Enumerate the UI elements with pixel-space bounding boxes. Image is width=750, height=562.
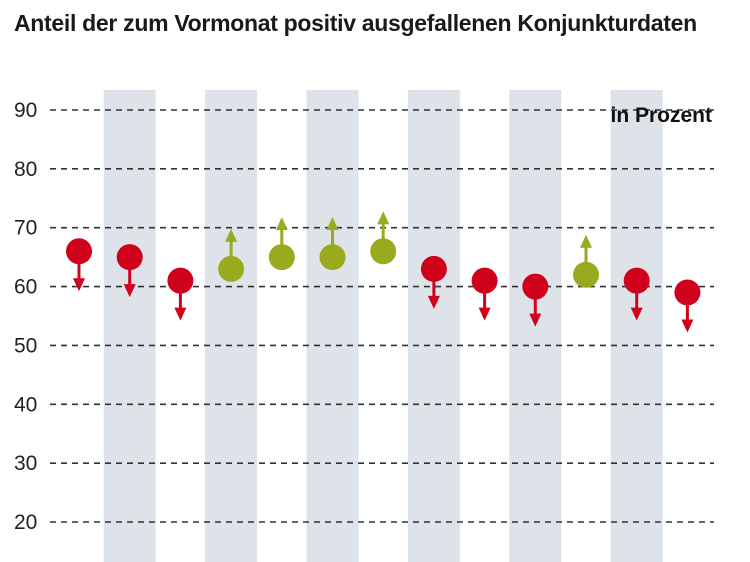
background-bands (103, 90, 663, 562)
data-point (573, 234, 599, 288)
unit-label: in Prozent (610, 104, 712, 127)
data-point (66, 238, 92, 292)
arrow-down-icon (427, 295, 440, 309)
point-marker (370, 238, 397, 265)
chart-title: Anteil der zum Vormonat positiv ausgefal… (14, 10, 697, 36)
background-band (103, 90, 156, 562)
arrow-up-icon (580, 234, 592, 248)
arrow-up-icon (326, 217, 339, 231)
y-tick-label: 50 (14, 334, 37, 357)
y-tick-label: 40 (14, 393, 37, 416)
data-point (471, 267, 498, 321)
point-marker (116, 244, 143, 271)
arrow-up-icon (225, 228, 238, 242)
arrow-down-icon (174, 307, 187, 321)
y-tick-label: 20 (14, 511, 37, 534)
arrow-up-icon (275, 217, 288, 231)
data-point (319, 217, 346, 271)
arrow-down-icon (529, 313, 542, 327)
arrow-down-icon (73, 278, 85, 292)
data-point (420, 255, 447, 309)
background-band (407, 90, 460, 562)
data-point (674, 279, 701, 333)
data-point (268, 217, 295, 271)
point-marker (420, 255, 447, 282)
data-point (623, 267, 650, 321)
data-point (167, 267, 194, 321)
data-point (522, 273, 549, 327)
background-band (306, 90, 359, 562)
y-tick-label: 70 (14, 217, 37, 240)
point-marker (674, 279, 701, 306)
background-band (205, 90, 258, 562)
data-point (218, 228, 245, 282)
grid-lines (50, 109, 714, 523)
point-marker (471, 267, 498, 294)
point-marker (573, 261, 599, 288)
point-marker (623, 267, 650, 294)
point-marker (66, 238, 92, 265)
data-points (66, 211, 701, 333)
arrow-down-icon (123, 284, 136, 298)
arrow-up-icon (377, 211, 390, 225)
data-point (370, 211, 397, 265)
y-tick-label: 80 (14, 158, 37, 181)
y-tick-label: 30 (14, 452, 37, 475)
arrow-down-icon (478, 307, 491, 321)
point-marker (319, 244, 346, 271)
y-tick-label: 60 (14, 276, 37, 299)
point-marker (268, 244, 295, 271)
arrow-down-icon (630, 307, 643, 321)
arrow-down-icon (681, 319, 694, 333)
data-point (116, 244, 143, 298)
point-marker (522, 273, 549, 300)
background-band (610, 90, 663, 562)
point-marker (218, 255, 245, 282)
y-axis-ticks: 20 30 40 50 60 70 80 90 (14, 99, 37, 534)
y-tick-label: 90 (14, 99, 37, 122)
point-marker (167, 267, 194, 294)
